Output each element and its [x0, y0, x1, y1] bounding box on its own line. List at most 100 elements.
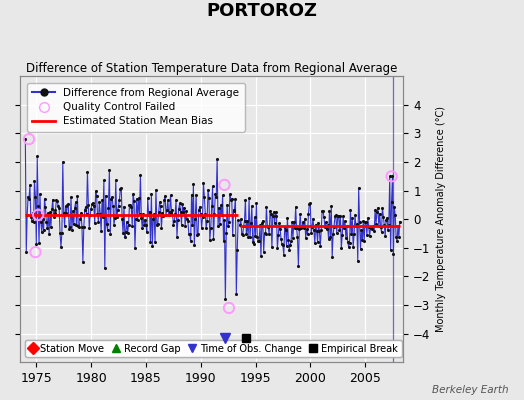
Point: [371, 207, 379, 213]
Point: [184, 218, 192, 224]
Point: [309, 216, 317, 222]
Point: [376, 224, 385, 230]
Point: [247, 220, 255, 226]
Point: [93, 211, 102, 217]
Point: [172, 197, 180, 204]
Point: [221, 296, 230, 302]
Point: [282, 243, 291, 249]
Point: [21, 136, 29, 142]
Point: [326, 234, 334, 240]
Point: [387, 173, 396, 180]
Point: [158, 210, 167, 216]
Point: [179, 209, 188, 215]
Point: [234, 217, 242, 223]
Point: [152, 222, 161, 228]
Point: [74, 223, 82, 229]
Point: [307, 230, 315, 236]
Point: [294, 263, 302, 269]
Point: [356, 245, 365, 252]
Point: [246, 234, 254, 240]
Point: [293, 234, 302, 240]
Point: [267, 211, 275, 218]
Point: [88, 201, 96, 207]
Point: [265, 231, 274, 238]
Point: [316, 243, 324, 249]
Point: [231, 196, 239, 202]
Point: [185, 231, 194, 237]
Point: [322, 219, 330, 226]
Point: [201, 210, 210, 217]
Point: [96, 211, 104, 217]
Point: [308, 224, 316, 230]
Point: [60, 223, 69, 229]
Point: [154, 221, 162, 227]
Point: [42, 219, 50, 225]
Point: [57, 244, 65, 250]
Point: [383, 215, 391, 221]
Point: [217, 212, 226, 218]
Point: [109, 203, 117, 209]
Point: [337, 245, 345, 251]
Point: [203, 218, 211, 224]
Point: [279, 242, 287, 248]
Point: [385, 222, 393, 228]
Point: [111, 215, 119, 222]
Point: [289, 235, 297, 241]
Point: [123, 219, 131, 225]
Point: [319, 208, 328, 214]
Point: [73, 193, 82, 200]
Point: [321, 224, 329, 230]
Point: [77, 210, 85, 216]
Point: [52, 196, 61, 203]
Point: [37, 219, 45, 226]
Point: [121, 234, 129, 240]
Legend: Station Move, Record Gap, Time of Obs. Change, Empirical Break: Station Move, Record Gap, Time of Obs. C…: [25, 340, 402, 358]
Point: [213, 156, 221, 162]
Point: [382, 217, 390, 223]
Point: [384, 226, 392, 233]
Point: [295, 226, 303, 232]
Point: [365, 224, 373, 230]
Point: [352, 222, 360, 229]
Point: [333, 230, 341, 236]
Point: [134, 217, 142, 223]
Point: [61, 203, 70, 209]
Point: [83, 169, 92, 175]
Point: [130, 198, 138, 204]
Point: [28, 218, 36, 224]
Point: [166, 208, 174, 215]
Point: [209, 236, 217, 242]
Point: [81, 204, 90, 210]
Point: [237, 231, 246, 237]
Point: [301, 235, 310, 242]
Point: [108, 194, 116, 200]
Point: [105, 166, 114, 173]
Point: [80, 224, 88, 231]
Point: [283, 215, 292, 221]
Point: [32, 240, 40, 247]
Point: [163, 207, 171, 213]
Point: [54, 203, 62, 209]
Point: [103, 227, 112, 234]
Point: [270, 220, 279, 226]
Point: [266, 208, 274, 214]
Point: [159, 213, 168, 220]
Point: [72, 221, 81, 228]
Point: [281, 227, 290, 234]
Point: [173, 234, 181, 240]
Point: [227, 196, 236, 202]
Point: [136, 172, 145, 178]
Point: [339, 213, 347, 220]
Point: [275, 220, 283, 226]
Point: [50, 210, 59, 216]
Point: [258, 220, 266, 227]
Point: [146, 238, 155, 245]
Point: [55, 204, 63, 211]
Point: [379, 213, 388, 220]
Point: [90, 203, 98, 209]
Point: [31, 194, 40, 200]
Point: [206, 225, 215, 231]
Point: [156, 199, 164, 206]
Point: [264, 224, 272, 230]
Point: [313, 239, 322, 245]
